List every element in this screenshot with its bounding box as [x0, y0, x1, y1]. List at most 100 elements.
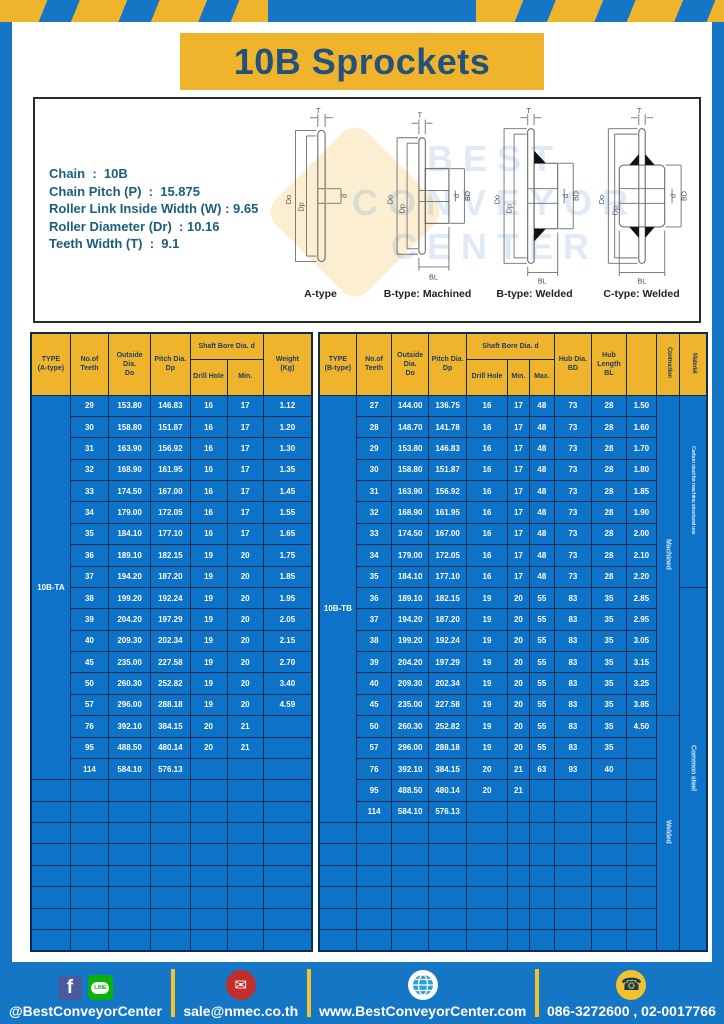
cell-max: 48 — [529, 522, 555, 546]
cell-weight: 3.25 — [625, 672, 657, 695]
cell-pitch-dia: 480.14 — [150, 736, 191, 759]
cell-hub-length: 28 — [591, 437, 627, 460]
cell-drill-hole: 19 — [466, 715, 508, 738]
footer-email[interactable]: ✉ sale@nmec.co.th — [175, 962, 307, 1024]
footer-website[interactable]: www.BestConveyorCenter.com — [311, 962, 535, 1024]
material-group-cell: Carbon steel for machine structural use — [679, 394, 708, 588]
cell-min: 17 — [506, 458, 531, 482]
cell-pitch-dia: 172.05 — [427, 544, 468, 567]
empty-cell — [189, 800, 228, 824]
cell-outside-dia: 488.50 — [391, 779, 429, 802]
cell-weight — [262, 757, 313, 781]
cell-teeth: 95 — [69, 736, 110, 759]
svg-text:d: d — [560, 194, 569, 198]
table-row: 114 584.10 576.13 — [319, 800, 707, 824]
cell-drill-hole: 19 — [189, 693, 228, 717]
header-drill-hole: Drill Hole — [466, 358, 508, 396]
cell-outside-dia: 235.00 — [391, 693, 429, 717]
diagram-a-type: T Do Dp d A-type — [267, 105, 374, 317]
cell-hub-length — [591, 779, 627, 802]
footer-social[interactable]: f LINE @BestConveyorCenter — [0, 962, 171, 1024]
email-address[interactable]: sale@nmec.co.th — [183, 1003, 299, 1019]
cell-hub-dia: 83 — [553, 629, 593, 653]
cell-pitch-dia: 288.18 — [150, 693, 191, 717]
empty-table-row — [30, 843, 313, 866]
empty-table-row — [318, 843, 707, 866]
empty-cell — [355, 864, 393, 888]
empty-cell — [69, 886, 110, 909]
table-row: 35 184.10 177.10 16 17 48 73 28 2.20 — [319, 565, 707, 588]
footer-phone[interactable]: ☎ 086-3272600 , 02-0017766 — [539, 962, 724, 1024]
cell-drill-hole: 19 — [466, 693, 508, 717]
phone-numbers[interactable]: 086-3272600 , 02-0017766 — [546, 1003, 716, 1019]
table-row: 34 179.00 172.05 16 17 48 73 28 2.10 — [319, 544, 707, 567]
empty-cell — [69, 800, 110, 824]
empty-cell — [591, 928, 627, 952]
material-group-cell: Common steel — [679, 586, 708, 952]
title-banner: 10B Sprockets — [180, 33, 544, 90]
cell-teeth: 50 — [69, 672, 110, 695]
table-row: 38 199.20 192.24 19 20 55 83 35 3.05 — [319, 629, 707, 653]
cell-drill-hole: 19 — [466, 650, 508, 674]
cell-max: 55 — [529, 608, 555, 631]
cell-hub-dia: 83 — [553, 608, 593, 631]
phone-icon[interactable]: ☎ — [616, 970, 647, 1000]
empty-cell — [506, 843, 531, 866]
cell-min: 20 — [226, 565, 264, 588]
sprocket-b-welded-drawing: T Do Dp d BD BL — [492, 106, 580, 285]
globe-icon[interactable] — [407, 970, 438, 1000]
construction-group-cell: Welded — [655, 715, 681, 952]
table-row: 10B-TA 29 153.80 146.83 16 17 1.12 — [30, 394, 313, 781]
cell-teeth: 57 — [355, 736, 393, 759]
cell-outside-dia: 584.10 — [108, 757, 152, 781]
empty-cell — [226, 928, 264, 952]
sprocket-a-type-drawing: T Do Dp d — [283, 106, 348, 262]
table-row: 114 584.10 576.13 — [31, 757, 313, 781]
cell-min: 17 — [226, 501, 264, 524]
cell-max: 55 — [529, 693, 555, 717]
cell-weight: 1.75 — [262, 544, 313, 567]
cell-min: 21 — [506, 757, 531, 781]
facebook-icon[interactable]: f — [57, 975, 82, 1000]
cell-teeth: 34 — [355, 544, 393, 567]
diagram-c-type-welded: T Do Dp d BD BL C-type: Welded — [588, 105, 695, 317]
cell-min: 20 — [226, 672, 264, 695]
right-frame — [712, 22, 724, 962]
header-max: Max. — [529, 358, 555, 396]
table-row: 39 204.20 197.29 19 20 2.05 — [31, 608, 313, 631]
cell-outside-dia: 174.50 — [108, 479, 152, 503]
cell-weight: 1.60 — [625, 415, 657, 439]
cell-weight: 1.85 — [262, 565, 313, 588]
empty-cell — [262, 928, 313, 952]
mail-icon[interactable]: ✉ — [225, 970, 256, 1000]
table-row: 40 209.30 202.34 19 20 2.15 — [31, 629, 313, 653]
cell-pitch-dia: 161.95 — [427, 501, 468, 524]
cell-max: 48 — [529, 415, 555, 439]
empty-cell — [226, 779, 264, 802]
cell-outside-dia: 148.70 — [391, 415, 429, 439]
line-app-icon[interactable]: LINE — [87, 975, 113, 1000]
cell-hub-dia: 73 — [553, 544, 593, 567]
empty-cell — [189, 821, 228, 845]
website-url[interactable]: www.BestConveyorCenter.com — [319, 1003, 527, 1019]
empty-cell — [466, 821, 508, 845]
cell-min: 21 — [506, 779, 531, 802]
social-handle[interactable]: @BestConveyorCenter — [9, 1003, 162, 1019]
cell-max: 48 — [529, 458, 555, 482]
empty-cell — [553, 843, 593, 866]
cell-drill-hole: 16 — [466, 394, 508, 417]
cell-outside-dia: 153.80 — [391, 437, 429, 460]
header-pitch-dia: Pitch Dia. Dp — [427, 332, 468, 396]
cell-outside-dia: 174.50 — [391, 522, 429, 546]
cell-pitch-dia: 576.13 — [150, 757, 191, 781]
line-bubble: LINE — [91, 981, 110, 994]
empty-cell — [262, 821, 313, 845]
empty-cell — [69, 928, 110, 952]
empty-cell — [553, 821, 593, 845]
empty-cell — [108, 928, 152, 952]
cell-drill-hole: 16 — [466, 522, 508, 546]
empty-cell — [591, 821, 627, 845]
cell-weight: 1.20 — [262, 415, 313, 439]
table-row: 50 260.30 252.82 19 20 55 83 35 4.50 Welded — [319, 715, 707, 952]
cell-weight — [625, 736, 657, 759]
